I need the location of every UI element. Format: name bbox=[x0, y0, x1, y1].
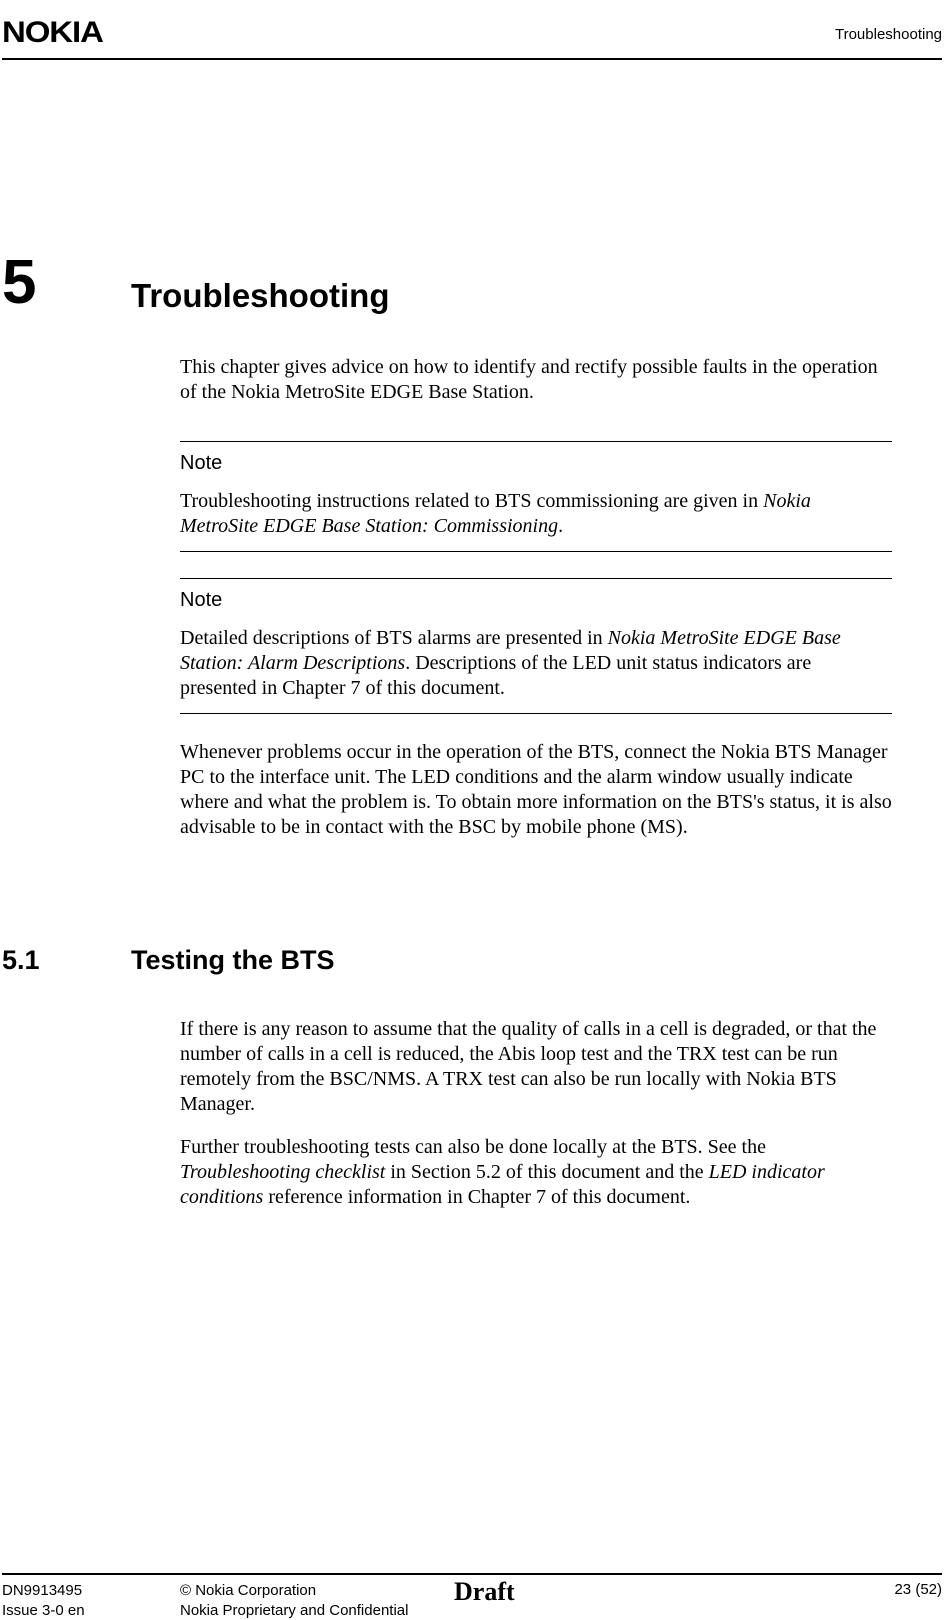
note-block-2: Note Detailed descriptions of BTS alarms… bbox=[180, 578, 892, 714]
p2-before: Further troubleshooting tests can also b… bbox=[180, 1136, 766, 1158]
body-column: This chapter gives advice on how to iden… bbox=[180, 355, 892, 858]
paragraph-after-notes: Whenever problems occur in the operation… bbox=[180, 740, 892, 840]
intro-paragraph: This chapter gives advice on how to iden… bbox=[180, 355, 892, 405]
footer-mid: © Nokia Corporation Nokia Proprietary an… bbox=[180, 1581, 408, 1620]
footer-confidential: Nokia Proprietary and Confidential bbox=[180, 1601, 408, 1620]
section-5-1: 5.1 Testing the BTS If there is any reas… bbox=[0, 945, 944, 993]
note-block-1: Note Troubleshooting instructions relate… bbox=[180, 441, 892, 552]
note-1-text: Troubleshooting instructions related to … bbox=[180, 489, 892, 539]
footer-draft-label: Draft bbox=[454, 1577, 515, 1607]
page-header: NOKIA Troubleshooting bbox=[2, 22, 942, 60]
section-title: Testing the BTS bbox=[131, 945, 335, 976]
p2-ref1: Troubleshooting checklist bbox=[180, 1161, 385, 1183]
chapter-number: 5 bbox=[2, 247, 36, 318]
p2-mid: in Section 5.2 of this document and the bbox=[385, 1161, 708, 1183]
footer-issue: Issue 3-0 en bbox=[2, 1601, 85, 1620]
note-2-before: Detailed descriptions of BTS alarms are … bbox=[180, 627, 608, 649]
footer-left: DN9913495 Issue 3-0 en bbox=[2, 1581, 85, 1620]
p2-after: reference information in Chapter 7 of th… bbox=[263, 1186, 690, 1208]
nokia-logo: NOKIA bbox=[2, 16, 103, 50]
section-number: 5.1 bbox=[2, 945, 40, 976]
note-1-before: Troubleshooting instructions related to … bbox=[180, 490, 763, 512]
page-footer: DN9913495 Issue 3-0 en © Nokia Corporati… bbox=[2, 1573, 942, 1581]
note-label: Note bbox=[180, 589, 892, 612]
section-body: If there is any reason to assume that th… bbox=[180, 1017, 892, 1228]
footer-doc-id: DN9913495 bbox=[2, 1581, 85, 1601]
chapter-title: Troubleshooting bbox=[131, 277, 389, 315]
document-page: NOKIA Troubleshooting 5 Troubleshooting … bbox=[0, 0, 944, 1597]
note-label: Note bbox=[180, 452, 892, 475]
note-1-after: . bbox=[558, 515, 563, 537]
footer-copyright: © Nokia Corporation bbox=[180, 1581, 408, 1601]
section-p1: If there is any reason to assume that th… bbox=[180, 1017, 892, 1117]
header-section-label: Troubleshooting bbox=[835, 26, 942, 43]
footer-page-number: 23 (52) bbox=[894, 1581, 942, 1598]
note-2-text: Detailed descriptions of BTS alarms are … bbox=[180, 626, 892, 701]
section-p2: Further troubleshooting tests can also b… bbox=[180, 1135, 892, 1210]
